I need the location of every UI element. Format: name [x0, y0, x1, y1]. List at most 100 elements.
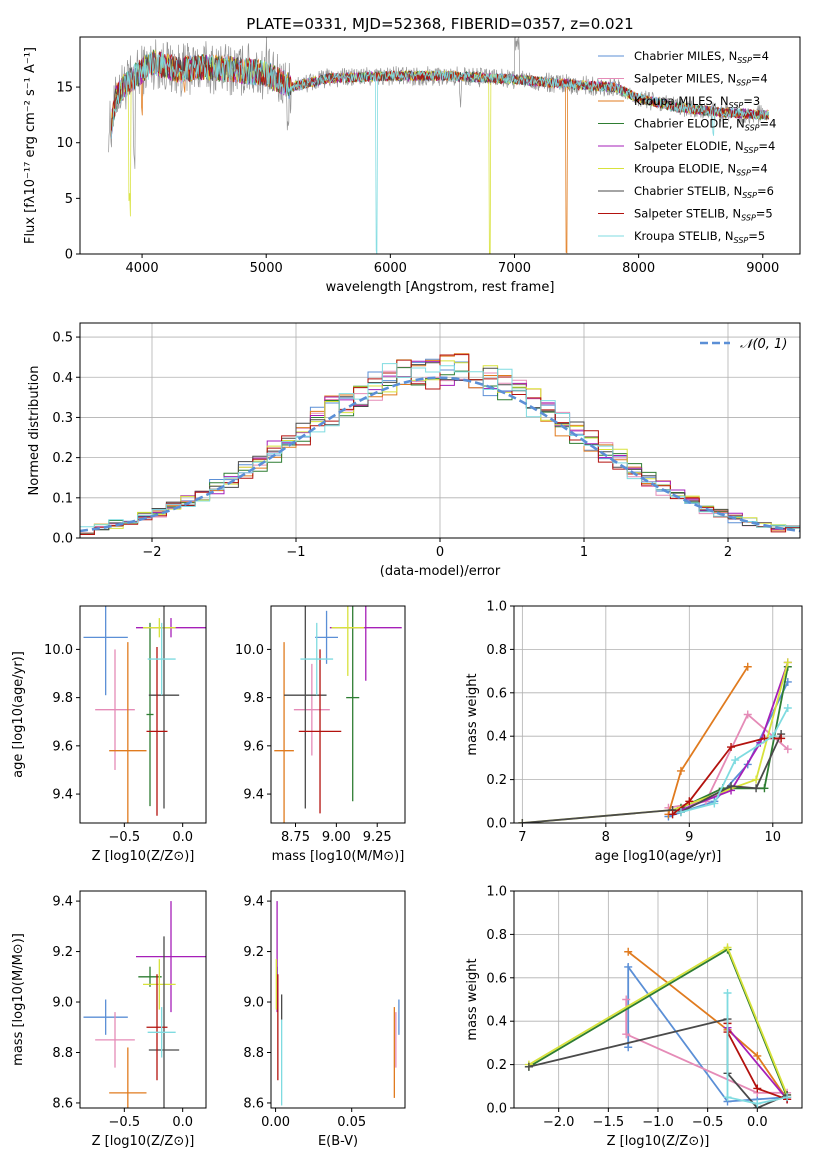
weight-marker	[668, 810, 677, 819]
x-tick-label: 10	[765, 830, 782, 845]
weight-marker	[783, 1093, 792, 1102]
chart-age-Z: −0.5 0.0 9.4 9.6 9.8 10.0 Z [log10(Z/Z⊙)] age […	[11, 606, 206, 864]
y-tick-label: 0.2	[52, 451, 73, 466]
x-tick-label: 7000	[498, 261, 531, 276]
y-tick-label: 0.0	[486, 1102, 507, 1117]
model-line-kroupa-stelib	[110, 51, 770, 254]
figure-title: PLATE=0331, MJD=52368, FIBERID=0357, z=0…	[246, 15, 633, 33]
weight-marker	[783, 745, 792, 754]
y-axis-label: mass weight	[465, 958, 480, 1040]
axes-frame	[79, 890, 207, 1109]
y-tick-label: 0	[65, 248, 73, 263]
x-axis-label: wavelength [Angstrom, rest frame]	[326, 280, 555, 295]
weight-line-salpeter-elodie	[680, 662, 789, 811]
weight-marker	[783, 703, 792, 712]
chart-weight-age: 7 8 9 10 0.0 0.2 0.4 0.6 0.8 1.0 age [log10(age/yr…	[465, 600, 802, 864]
x-axis-label: Z [log10(Z/Z⊙)]	[92, 1134, 195, 1149]
plot-area-age-mass	[274, 606, 402, 823]
x-tick-label: 0.05	[337, 1115, 366, 1130]
x-tick-label: 7	[518, 830, 526, 845]
weight-line-kroupa-miles	[627, 951, 788, 1100]
x-tick-label: 5000	[250, 261, 283, 276]
y-tick-label: 9.8	[243, 691, 264, 706]
legend-label: Salpeter MILES, NSSP=4	[634, 72, 768, 88]
y-tick-label: 1.0	[486, 885, 507, 900]
chart-age-mass: 8.75 9.00 9.25 9.4 9.6 9.8 10.0 mass [log10(M/M…	[235, 606, 405, 864]
plot-area-age-Z	[83, 606, 206, 823]
weight-marker	[676, 808, 685, 817]
x-tick-label: 8.75	[281, 830, 310, 845]
weight-marker	[777, 734, 786, 743]
x-axis-label: E(B-V)	[318, 1134, 358, 1149]
x-axis-label: mass [log10(M/M⊙)]	[272, 849, 405, 864]
weight-marker	[783, 658, 792, 667]
y-tick-label: 0.0	[486, 817, 507, 832]
y-tick-label: 8.8	[243, 1046, 264, 1061]
normal-curve	[80, 376, 800, 533]
x-tick-label: −1.5	[593, 1115, 625, 1130]
weight-line-salpeter-elodie	[726, 1027, 788, 1100]
x-tick-label: −0.5	[692, 1115, 724, 1130]
weight-marker	[760, 784, 769, 793]
weight-marker	[727, 782, 736, 791]
chart-mass-EBV: 0.00 0.05 8.6 8.8 9.0 9.2 9.4 E(B-V)	[243, 895, 400, 1149]
plot-area-residuals	[80, 353, 800, 535]
y-tick-label: 0.5	[52, 331, 73, 346]
x-tick-label: −2	[142, 545, 161, 560]
x-tick-label: 6000	[374, 261, 407, 276]
y-tick-label: 0.8	[486, 928, 507, 943]
axes-frame	[270, 605, 406, 824]
axes-frame	[79, 322, 801, 539]
x-tick-label: 0.00	[261, 1115, 290, 1130]
x-axis-label: Z [log10(Z/Z⊙)]	[92, 849, 195, 864]
weight-marker	[723, 943, 732, 952]
y-tick-label: 9.4	[243, 895, 264, 910]
y-tick-label: 10.0	[235, 643, 264, 658]
y-tick-label: 0.1	[52, 491, 73, 506]
weight-marker	[723, 1093, 732, 1102]
y-tick-label: 9.0	[243, 996, 264, 1011]
y-tick-label: 0.6	[486, 971, 507, 986]
legend-label: Salpeter STELIB, NSSP=5	[634, 207, 773, 223]
x-tick-label: −1	[286, 545, 305, 560]
y-tick-label: 0.4	[486, 730, 507, 745]
x-tick-label: −0.5	[109, 830, 141, 845]
y-tick-label: 8.6	[243, 1096, 264, 1111]
y-axis-label: age [log10(age/yr)]	[11, 651, 26, 778]
weight-marker	[685, 797, 694, 806]
y-tick-label: 9.8	[52, 691, 73, 706]
axes-frame	[270, 890, 406, 1109]
x-axis-label: Z [log10(Z/Z⊙)]	[607, 1134, 710, 1149]
weight-marker	[624, 947, 633, 956]
legend-label: Kroupa STELIB, NSSP=5	[634, 229, 765, 245]
y-tick-label: 8.6	[52, 1096, 73, 1111]
legend: 𝒩(0, 1)	[700, 337, 787, 352]
y-axis-label: mass [log10(M/M⊙)]	[11, 933, 26, 1066]
weight-marker	[723, 988, 732, 997]
legend-label: Chabrier MILES, NSSP=4	[634, 49, 769, 65]
weight-line-chabrier-stelib	[522, 733, 782, 823]
y-tick-label: 9.4	[52, 895, 73, 910]
axes-frame	[513, 890, 803, 1109]
legend-label: Chabrier STELIB, NSSP=6	[634, 184, 774, 200]
weight-line-chabrier-elodie	[680, 666, 789, 809]
axes-frame	[79, 605, 207, 824]
weight-marker	[753, 1051, 762, 1060]
y-tick-label: 0.8	[486, 643, 507, 658]
y-tick-label: 0.2	[486, 773, 507, 788]
legend-label: Kroupa ELODIE, NSSP=4	[634, 162, 768, 178]
x-tick-label: 8000	[622, 261, 655, 276]
weight-marker	[731, 756, 740, 765]
chart-weight-Z: −2.0 −1.5 −1.0 −0.5 0.0 0.0 0.2 0.4 0.6 0.8 1.0 Z […	[465, 885, 802, 1149]
y-tick-label: 10.0	[44, 643, 73, 658]
weight-marker	[676, 766, 685, 775]
axes-frame	[513, 605, 803, 824]
legend-label: Salpeter ELODIE, NSSP=4	[634, 139, 775, 155]
legend-label: 𝒩(0, 1)	[740, 337, 787, 352]
y-tick-label: 0.4	[52, 371, 73, 386]
x-tick-label: 0	[436, 545, 444, 560]
y-tick-label: 0.0	[52, 532, 73, 547]
x-tick-label: 0.0	[747, 1115, 768, 1130]
chart-residuals: −2 −1 0 1 2 0.0 0.1 0.2 0.3 0.4 0.5 (data-model)/er…	[27, 323, 800, 579]
